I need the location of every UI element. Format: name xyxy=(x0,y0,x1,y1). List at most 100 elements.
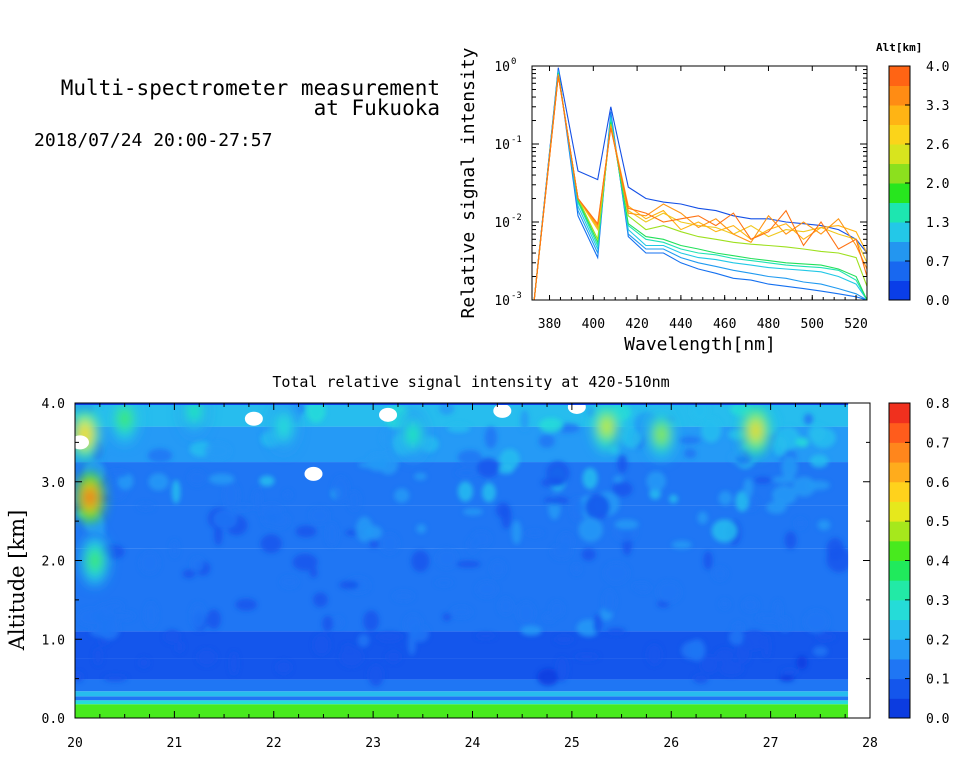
spectrum-series-line xyxy=(533,75,867,300)
heatmap-patch xyxy=(815,632,836,642)
heatmap-patch xyxy=(280,576,299,588)
heatmap-patch xyxy=(144,602,158,628)
altitude-colorbar-block xyxy=(889,105,910,125)
heatmap-patch xyxy=(322,615,334,632)
intensity-colorbar-tick-label: 0.2 xyxy=(926,633,949,648)
intensity-colorbar-block xyxy=(889,678,910,699)
heatmap-patch xyxy=(581,548,596,561)
heatmap-patch xyxy=(538,434,555,448)
heatmap-hotspot xyxy=(89,552,100,569)
intensity-colorbar-block xyxy=(889,403,910,424)
heatmap-patch xyxy=(549,601,565,618)
heatmap-patch xyxy=(197,648,217,666)
heatmap-patch xyxy=(98,637,109,646)
heatmap-patch xyxy=(482,482,496,503)
altitude-colorbar-block xyxy=(889,222,910,242)
heatmap-patch xyxy=(235,504,252,511)
heatmap-patch xyxy=(795,437,809,448)
spectrum-xtick-label: 460 xyxy=(713,317,736,332)
heatmap-patch xyxy=(541,477,566,488)
spectrum-series-line xyxy=(533,74,867,300)
heatmap-hotspot xyxy=(407,426,418,443)
heatmap-patch xyxy=(771,485,797,506)
spectrum-series-line xyxy=(533,74,867,300)
heatmap-altitude-band xyxy=(75,696,849,701)
intensity-colorbar-block xyxy=(889,698,910,719)
heatmap-patch xyxy=(582,467,598,490)
spectrum-xtick-label: 380 xyxy=(538,317,561,332)
heatmap-patch xyxy=(259,475,275,487)
heatmap-patch xyxy=(558,532,574,551)
heatmap-patch xyxy=(803,610,829,634)
altitude-colorbar-block xyxy=(889,163,910,184)
heatmap-patch xyxy=(333,616,344,629)
heatmap-patch xyxy=(260,534,282,554)
heatmap-patch xyxy=(734,441,745,458)
altitude-colorbar-block xyxy=(889,85,910,106)
heatmap-xtick-label: 28 xyxy=(862,736,878,751)
heatmap-patch xyxy=(462,508,484,516)
heatmap-patch xyxy=(570,497,584,522)
heatmap-patch xyxy=(803,413,814,425)
heatmap-patch xyxy=(380,533,399,554)
heatmap-patch xyxy=(656,581,682,604)
heatmap-patch xyxy=(697,511,708,525)
heatmap-xtick-label: 22 xyxy=(266,736,282,751)
heatmap-patch xyxy=(525,530,544,537)
heatmap-patch xyxy=(784,531,797,550)
heatmap-patch xyxy=(206,609,221,630)
heatmap-patch xyxy=(499,448,520,470)
heatmap-patch xyxy=(809,454,829,468)
intensity-colorbar-block xyxy=(889,619,910,640)
heatmap-patch xyxy=(182,569,196,579)
heatmap-patch xyxy=(574,653,600,660)
heatmap-patch xyxy=(214,523,223,546)
intensity-colorbar-block xyxy=(889,462,910,483)
intensity-colorbar-block xyxy=(889,481,910,502)
heatmap-no-data-gap xyxy=(379,407,398,422)
altitude-colorbar-tick-label: 2.0 xyxy=(926,177,949,192)
intensity-colorbar-block xyxy=(889,580,910,601)
heatmap-patch xyxy=(252,488,262,511)
heatmap-patch xyxy=(684,448,697,459)
heatmap-patch xyxy=(170,540,179,558)
intensity-colorbar-block xyxy=(889,540,910,561)
heatmap-patch xyxy=(715,648,735,663)
heatmap-patch xyxy=(148,473,169,491)
heatmap-patch xyxy=(646,644,662,666)
heatmap-patch xyxy=(283,490,292,500)
heatmap-patch xyxy=(602,589,617,613)
heatmap-patch xyxy=(693,673,709,684)
heatmap-patch xyxy=(471,530,492,547)
heatmap-patch xyxy=(229,651,239,676)
heatmap-hotspot xyxy=(84,489,95,506)
heatmap-patch xyxy=(700,655,719,674)
heatmap-ylabel: Altitude [km] xyxy=(5,510,29,652)
intensity-colorbar-tick-label: 0.0 xyxy=(926,712,949,727)
spectrum-series-line xyxy=(533,72,867,300)
spectrum-series-group xyxy=(533,67,867,300)
altitude-colorbar-block xyxy=(889,124,910,145)
spectrum-ytick-exponent: -1 xyxy=(511,135,522,145)
heatmap-patch xyxy=(163,629,181,644)
intensity-colorbar-tick-label: 0.6 xyxy=(926,476,949,491)
heatmap-xtick-label: 25 xyxy=(564,736,580,751)
intensity-colorbar: 0.0 0.1 0.2 0.3 0.4 0.5 0.6 0.7 0.8 xyxy=(888,397,950,727)
heatmap-patch xyxy=(719,661,744,676)
heatmap-patch xyxy=(808,424,826,443)
heatmap-patch xyxy=(269,512,290,529)
altitude-colorbar-block xyxy=(889,280,910,301)
heatmap-patch xyxy=(292,553,318,571)
heatmap-xtick-label: 23 xyxy=(365,736,381,751)
heatmap-patch xyxy=(779,675,795,682)
altitude-colorbar: Alt[km] 0.0 0.7 1.3 2.0 2.6 3.3 4.0 xyxy=(876,41,949,309)
heatmap-altitude-band xyxy=(75,704,849,718)
heatmap-patch xyxy=(779,616,791,633)
heatmap-patch xyxy=(772,476,796,484)
spectrum-series-line xyxy=(533,69,867,300)
heatmap-patch xyxy=(669,494,678,504)
heatmap-patch xyxy=(498,597,514,616)
intensity-colorbar-block xyxy=(889,658,910,680)
